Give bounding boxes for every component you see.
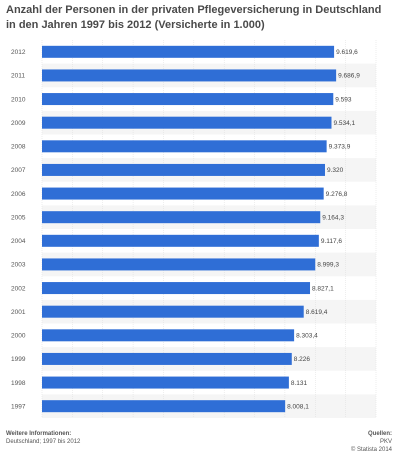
value-label: 8.226 [294,356,311,363]
category-label: 2000 [11,333,26,340]
bar [42,400,286,413]
bar-chart: 2012 9.619,6 2011 9.686,9 2010 9.593 2009 9.534… [11,40,377,418]
chart-title: Anzahl der Personen in der privaten Pfle… [6,4,382,31]
copyright-text: © Statista 2014 [350,447,392,453]
category-label: 2012 [11,49,26,56]
value-label: 9.276,8 [326,191,348,198]
value-label: 8.131 [291,380,308,387]
category-label: 2010 [11,96,26,103]
bar [42,234,319,247]
info-heading: Weitere Informationen: [6,431,72,437]
info-text: Deutschland; 1997 bis 2012 [6,439,81,445]
category-label: 2007 [11,167,26,174]
value-label: 9.686,9 [338,73,360,80]
category-label: 2006 [11,191,26,198]
bar [42,258,316,271]
value-label: 9.373,9 [329,144,351,151]
category-label: 2005 [11,214,26,221]
value-label: 8.303,4 [296,333,318,340]
value-label: 8.999,3 [317,262,339,269]
bar [42,187,324,200]
bar [42,69,337,82]
category-label: 2001 [11,309,26,316]
value-label: 8.619,4 [306,309,328,316]
bar [42,93,334,106]
bar [42,305,304,318]
chart-plot-area: 2012 9.619,6 2011 9.686,9 2010 9.593 2009 9.534… [6,40,394,418]
bar [42,163,325,176]
footer-source: Quellen: PKV © Statista 2014 [351,430,392,454]
value-label: 9.534,1 [333,120,355,127]
category-label: 1997 [11,403,26,410]
value-label: 9.619,6 [336,49,358,56]
category-label: 2004 [11,238,26,245]
value-label: 8.827,1 [312,285,334,292]
category-label: 1999 [11,356,26,363]
value-label: 9.117,6 [321,238,343,245]
source-text: PKV [379,439,392,445]
source-heading: Quellen: [367,431,392,437]
bar [42,352,292,365]
bar [42,211,321,224]
bar [42,282,311,295]
bar [42,45,335,58]
value-label: 9.593 [335,96,352,103]
footer-info: Weitere Informationen: Deutschland; 1997… [6,430,80,446]
category-label: 2008 [11,144,26,151]
category-label: 2003 [11,262,26,269]
bar [42,376,289,389]
category-label: 2011 [11,73,25,80]
value-label: 9.164,3 [322,214,344,221]
value-label: 8.008,1 [287,403,309,410]
category-label: 2009 [11,120,26,127]
bar [42,116,332,129]
bar [42,329,295,342]
bar [42,140,327,153]
value-label: 9.320 [327,167,344,174]
category-label: 1998 [11,380,26,387]
category-label: 2002 [11,285,26,292]
